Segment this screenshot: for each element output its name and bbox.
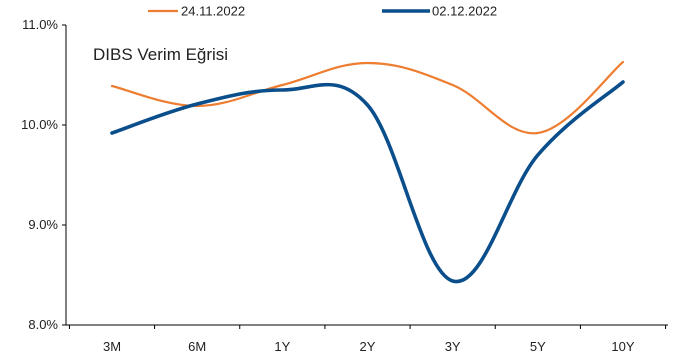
series-line-1 bbox=[110, 60, 625, 135]
legend-label-2: 02.12.2022 bbox=[432, 4, 497, 19]
plot-area bbox=[65, 25, 668, 326]
chart-title: DIBS Verim Eğrisi bbox=[93, 45, 228, 64]
x-tick-label: 6M bbox=[188, 339, 206, 354]
y-tick-labels: 8.0% 9.0% 10.0% 11.0% bbox=[21, 17, 66, 332]
series-group bbox=[110, 60, 625, 284]
y-tick-label: 11.0% bbox=[22, 17, 58, 32]
y-tick-label: 8.0% bbox=[28, 317, 58, 332]
x-tick-label: 5Y bbox=[530, 339, 546, 354]
x-tick-label: 2Y bbox=[360, 339, 376, 354]
x-tick-label: 3M bbox=[103, 339, 121, 354]
x-tick-label: 10Y bbox=[611, 339, 634, 354]
x-tick-label: 1Y bbox=[274, 339, 290, 354]
y-tick-label: 9.0% bbox=[28, 217, 58, 232]
legend-label-1: 24.11.2022 bbox=[181, 4, 245, 19]
y-tick-label: 10.0% bbox=[21, 117, 58, 132]
x-tick-labels: 3M 6M 1Y 2Y 3Y 5Y 10Y bbox=[68, 325, 667, 354]
legend: 24.11.2022 02.12.2022 bbox=[148, 4, 497, 19]
x-tick-label: 3Y bbox=[445, 339, 461, 354]
series-line-2 bbox=[110, 80, 625, 284]
